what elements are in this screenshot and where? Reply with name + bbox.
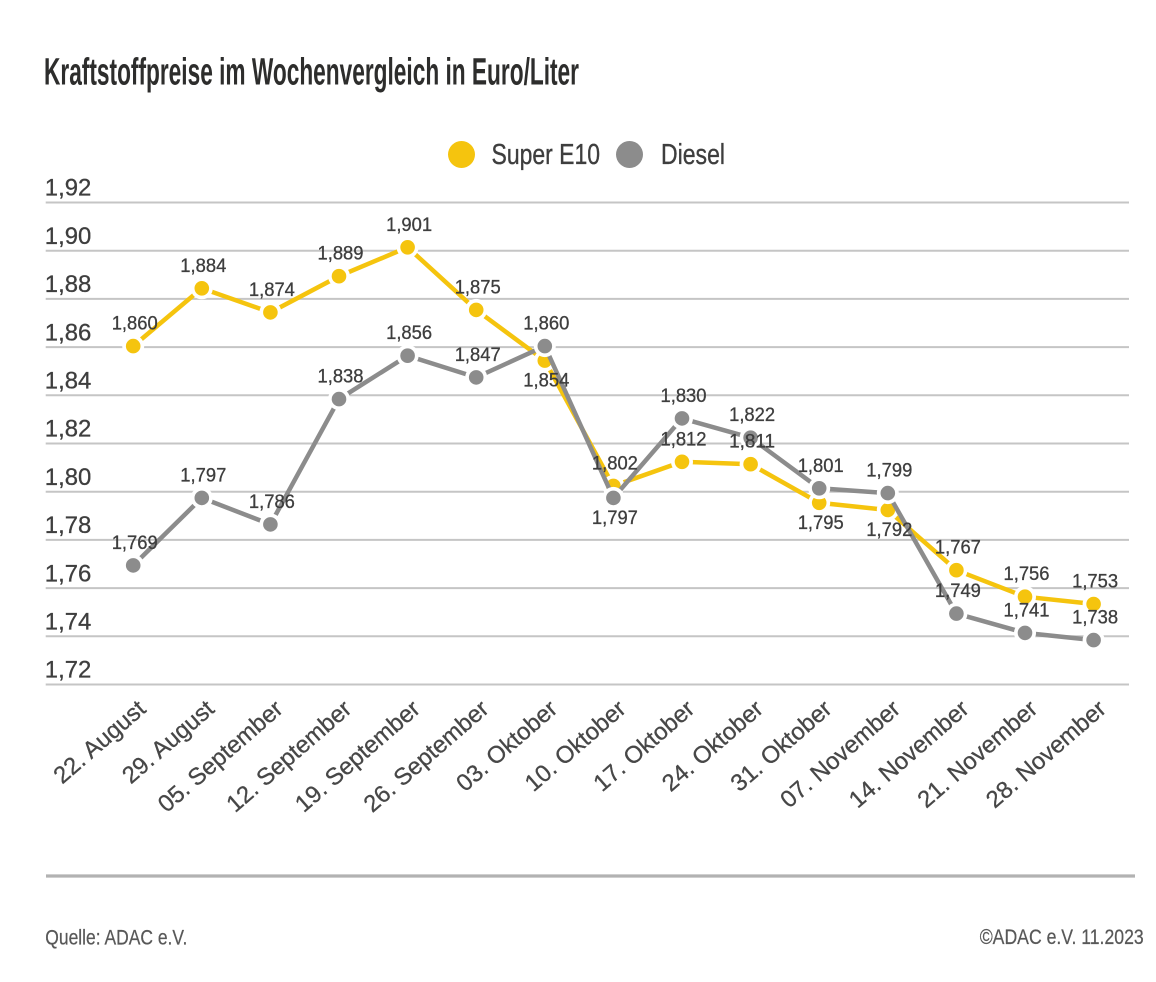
svg-text:1,799: 1,799	[866, 461, 912, 482]
svg-text:1,811: 1,811	[729, 432, 775, 453]
svg-text:1,795: 1,795	[798, 513, 844, 534]
svg-text:1,901: 1,901	[386, 215, 432, 236]
svg-text:Super E10: Super E10	[492, 139, 601, 171]
svg-text:1,874: 1,874	[249, 280, 295, 301]
svg-text:1,854: 1,854	[523, 371, 569, 392]
svg-text:1,741: 1,741	[1004, 600, 1050, 621]
svg-text:1,812: 1,812	[661, 429, 707, 450]
svg-text:1,801: 1,801	[798, 456, 844, 477]
svg-text:1,756: 1,756	[1004, 564, 1050, 585]
svg-text:1,786: 1,786	[249, 492, 295, 513]
svg-text:1,82: 1,82	[45, 416, 92, 443]
svg-text:1,92: 1,92	[45, 175, 92, 202]
svg-text:1,86: 1,86	[45, 319, 92, 346]
svg-text:1,767: 1,767	[935, 538, 981, 559]
svg-text:1,889: 1,889	[318, 244, 364, 265]
svg-text:1,856: 1,856	[386, 323, 432, 344]
svg-text:1,78: 1,78	[45, 512, 92, 539]
svg-text:1,753: 1,753	[1072, 572, 1118, 593]
svg-text:Quelle: ADAC e.V.: Quelle: ADAC e.V.	[45, 926, 187, 950]
svg-text:1,76: 1,76	[45, 560, 92, 587]
svg-text:1,74: 1,74	[45, 609, 92, 636]
svg-text:Kraftstoffpreise im Wochenverg: Kraftstoffpreise im Wochenvergleich in E…	[44, 52, 579, 94]
svg-text:1,88: 1,88	[45, 271, 92, 298]
svg-text:1,860: 1,860	[523, 314, 569, 335]
svg-text:1,749: 1,749	[935, 581, 981, 602]
svg-text:1,797: 1,797	[592, 508, 638, 529]
svg-text:1,80: 1,80	[45, 464, 92, 491]
svg-text:1,72: 1,72	[45, 657, 92, 684]
svg-text:1,769: 1,769	[112, 533, 158, 554]
svg-text:1,797: 1,797	[180, 465, 226, 486]
svg-text:1,90: 1,90	[45, 223, 92, 250]
svg-text:1,822: 1,822	[729, 405, 775, 426]
svg-text:1,830: 1,830	[661, 386, 707, 407]
svg-text:1,802: 1,802	[592, 453, 638, 474]
svg-text:1,860: 1,860	[112, 314, 158, 335]
svg-text:Diesel: Diesel	[661, 139, 725, 171]
svg-text:©ADAC e.V. 11.2023: ©ADAC e.V. 11.2023	[980, 925, 1144, 949]
svg-text:1,838: 1,838	[318, 367, 364, 388]
svg-text:1,875: 1,875	[455, 277, 501, 298]
svg-text:1,738: 1,738	[1072, 608, 1118, 629]
svg-text:1,847: 1,847	[455, 345, 501, 366]
svg-text:1,884: 1,884	[180, 256, 226, 277]
svg-text:1,84: 1,84	[45, 368, 92, 395]
svg-text:1,792: 1,792	[866, 520, 912, 541]
